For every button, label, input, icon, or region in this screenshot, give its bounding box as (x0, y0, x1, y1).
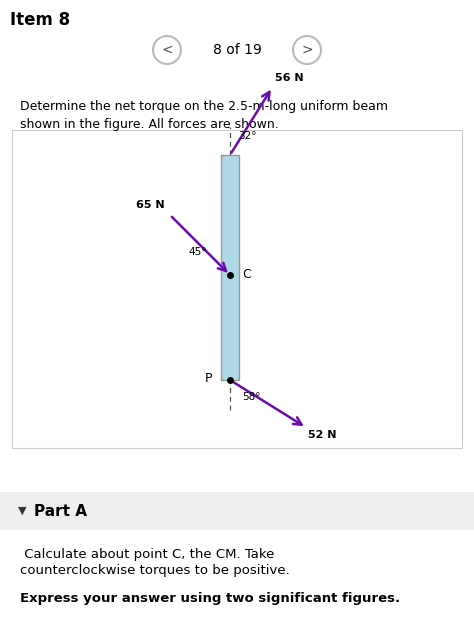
Bar (0, 492, 474, 530)
Text: C: C (242, 268, 251, 282)
Text: 32°: 32° (238, 131, 256, 141)
Text: <: < (161, 43, 173, 57)
Text: ▼: ▼ (18, 506, 27, 516)
Text: 52 N: 52 N (308, 429, 337, 440)
Text: 56 N: 56 N (275, 73, 304, 83)
Bar (12, 130, 462, 448)
Text: 65 N: 65 N (136, 200, 165, 210)
Text: Part A: Part A (34, 503, 87, 519)
Text: 45°: 45° (188, 247, 207, 257)
Circle shape (153, 36, 181, 64)
Circle shape (293, 36, 321, 64)
Text: P: P (204, 372, 212, 384)
Text: 58°: 58° (242, 392, 261, 402)
Text: Calculate about point C, the CM. Take: Calculate about point C, the CM. Take (20, 548, 274, 561)
Text: counterclockwise torques to be positive.: counterclockwise torques to be positive. (20, 564, 290, 577)
Text: Determine the net torque on the 2.5-m-long uniform beam
shown in the figure. All: Determine the net torque on the 2.5-m-lo… (20, 100, 388, 131)
Text: >: > (301, 43, 313, 57)
Text: 8 of 19: 8 of 19 (212, 43, 262, 57)
Bar (221, 155, 239, 380)
Text: Express your answer using two significant figures.: Express your answer using two significan… (20, 592, 400, 605)
Text: Item 8: Item 8 (10, 11, 70, 29)
